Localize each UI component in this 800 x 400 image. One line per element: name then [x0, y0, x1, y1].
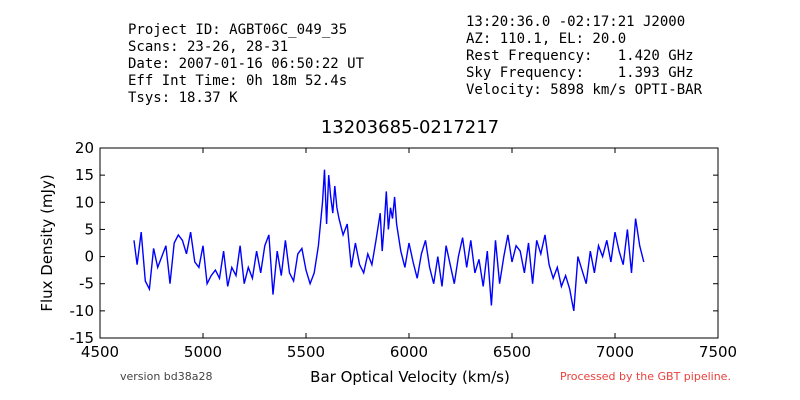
y-tick-label: 5: [84, 220, 94, 238]
header-left-line: Scans: 23-26, 28-31: [128, 39, 289, 55]
x-tick-label: 7000: [596, 343, 634, 361]
x-tick-label: 4500: [81, 343, 119, 361]
spectrum-line: [133, 169, 645, 312]
header-right-line: Sky Frequency: 1.393 GHz: [466, 65, 694, 81]
processed-label: Processed by the GBT pipeline.: [560, 370, 731, 383]
header-right-line: Velocity: 5898 km/s OPTI-BAR: [466, 82, 703, 98]
x-tick-label: 6000: [390, 343, 428, 361]
y-tick-label: 20: [75, 139, 94, 157]
header-right-line: Rest Frequency: 1.420 GHz: [466, 48, 694, 64]
x-tick-label: 6500: [493, 343, 531, 361]
x-tick-label: 5500: [287, 343, 325, 361]
header-left-info: Project ID: AGBT06C_049_35 Scans: 23-26, …: [128, 22, 364, 107]
y-axis-ticks: -15 -10 -5 0 5 10 15 20: [70, 139, 718, 347]
y-tick-label: 15: [75, 166, 94, 184]
y-tick-label: -5: [79, 275, 94, 293]
y-tick-label: -10: [70, 302, 95, 320]
header-right-line: 13:20:36.0 -02:17:21 J2000: [466, 14, 686, 30]
version-label: version bd38a28: [120, 370, 213, 383]
y-tick-label: 10: [75, 193, 94, 211]
x-axis-ticks: 4500 5000 5500 6000 6500 7000 7500: [81, 148, 737, 361]
x-tick-label: 7500: [699, 343, 737, 361]
header-left-line: Project ID: AGBT06C_049_35: [128, 22, 348, 38]
x-axis-label: Bar Optical Velocity (km/s): [310, 368, 510, 386]
y-tick-label: -15: [70, 329, 95, 347]
header-left-line: Eff Int Time: 0h 18m 52.4s: [128, 73, 348, 89]
header-left-line: Tsys: 18.37 K: [128, 90, 238, 106]
y-axis-label: Flux Density (mJy): [38, 174, 56, 311]
y-tick-label: 0: [84, 248, 94, 266]
header-right-info: 13:20:36.0 -02:17:21 J2000 AZ: 110.1, EL:…: [466, 14, 702, 99]
series-group: [133, 169, 645, 312]
header-right-line: AZ: 110.1, EL: 20.0: [466, 31, 627, 47]
header-left-line: Date: 2007-01-16 06:50:22 UT: [128, 56, 365, 72]
x-tick-label: 5000: [184, 343, 222, 361]
chart-title: 13203685-0217217: [321, 117, 499, 138]
